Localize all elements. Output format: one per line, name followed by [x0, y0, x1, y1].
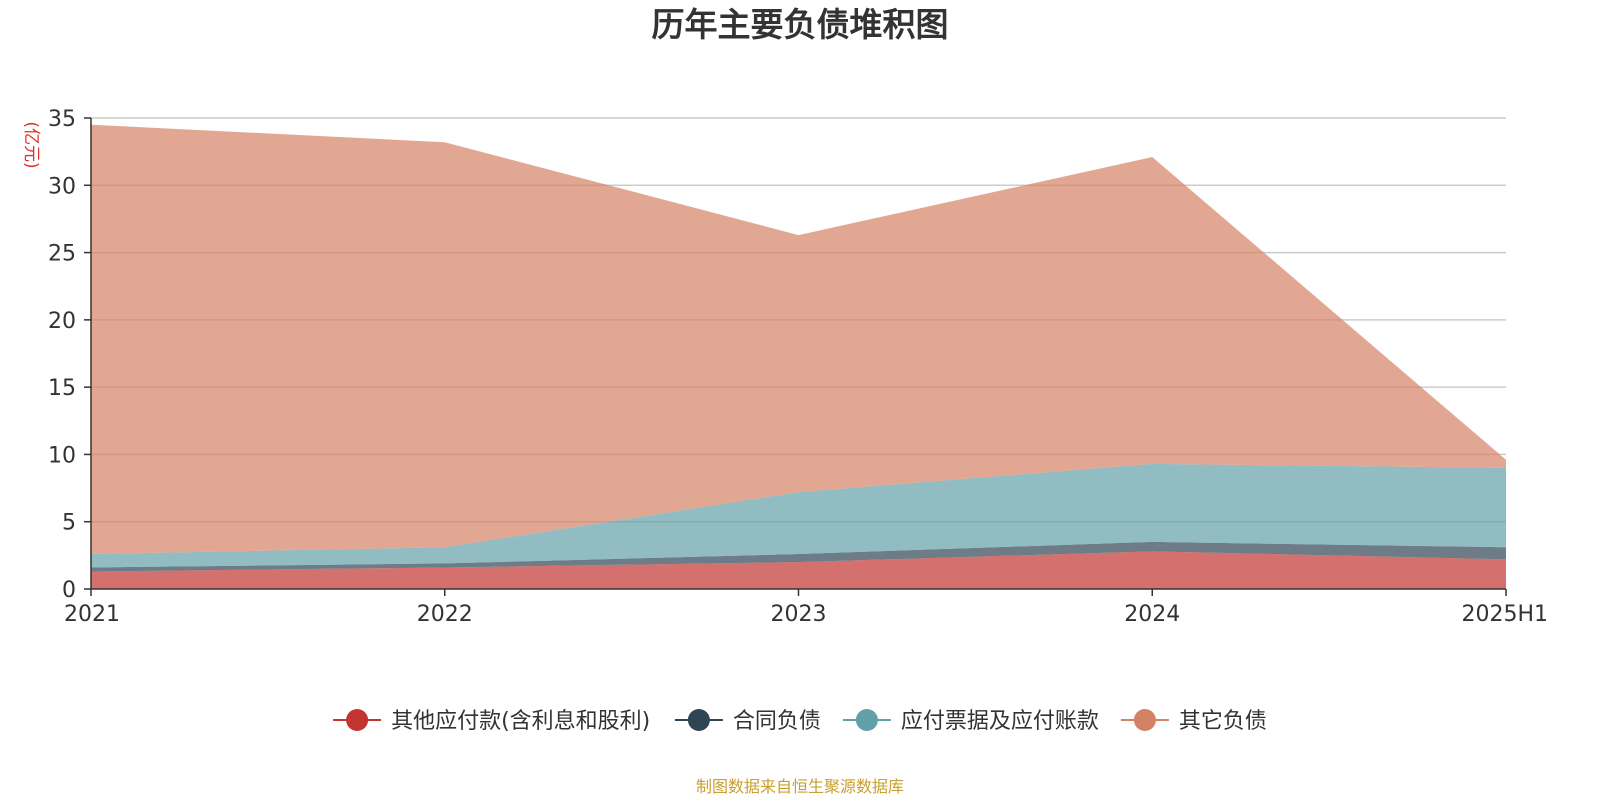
axes: 0 5 10 15 20 25 30 35 2021 2022 2023 2024 2025H1	[48, 107, 1548, 627]
x-tick-label-3: 2024	[1124, 602, 1180, 627]
y-tick-label-2: 10	[48, 443, 76, 468]
y-tick-label-7: 35	[48, 107, 76, 132]
area-2	[91, 541, 1506, 572]
area-1	[91, 551, 1506, 589]
y-tick-label-0: 0	[62, 578, 76, 603]
legend[interactable]: 其他应付款(含利息和股利) 合同负债 应付票据及应付账款 其它负债	[333, 709, 1267, 734]
legend-marker-1	[346, 709, 369, 731]
area-4	[91, 124, 1506, 555]
legend-item-4[interactable]: 其它负债	[1120, 709, 1267, 734]
legend-label-3: 应付票据及应付账款	[901, 709, 1099, 734]
legend-marker-2	[687, 709, 710, 731]
y-tick-label-3: 15	[48, 376, 76, 401]
y-tick-label-4: 20	[48, 309, 76, 334]
chart-title: 历年主要负债堆积图	[652, 5, 949, 44]
y-tick-label-5: 25	[48, 242, 76, 267]
x-tick-label-0: 2021	[64, 602, 120, 627]
legend-label-1: 其他应付款(含利息和股利)	[391, 709, 650, 734]
y-axis-unit-label: (亿元)	[21, 121, 41, 168]
source-note: 制图数据来自恒生聚源数据库	[696, 777, 904, 796]
legend-item-3[interactable]: 应付票据及应付账款	[842, 709, 1099, 734]
legend-item-1[interactable]: 其他应付款(含利息和股利)	[333, 709, 650, 734]
x-tick-label-1: 2022	[417, 602, 473, 627]
area-series	[91, 124, 1506, 589]
y-tick-label-1: 5	[62, 511, 76, 536]
legend-item-2[interactable]: 合同负债	[674, 709, 821, 734]
legend-marker-4	[1133, 709, 1156, 731]
area-3	[91, 463, 1506, 568]
legend-label-2: 合同负债	[733, 709, 821, 734]
x-tick-label-2: 2023	[771, 602, 827, 627]
x-tick-label-4: 2025H1	[1461, 602, 1548, 627]
legend-marker-3	[855, 709, 878, 731]
legend-label-4: 其它负债	[1179, 709, 1267, 734]
y-tick-label-6: 30	[48, 174, 76, 199]
